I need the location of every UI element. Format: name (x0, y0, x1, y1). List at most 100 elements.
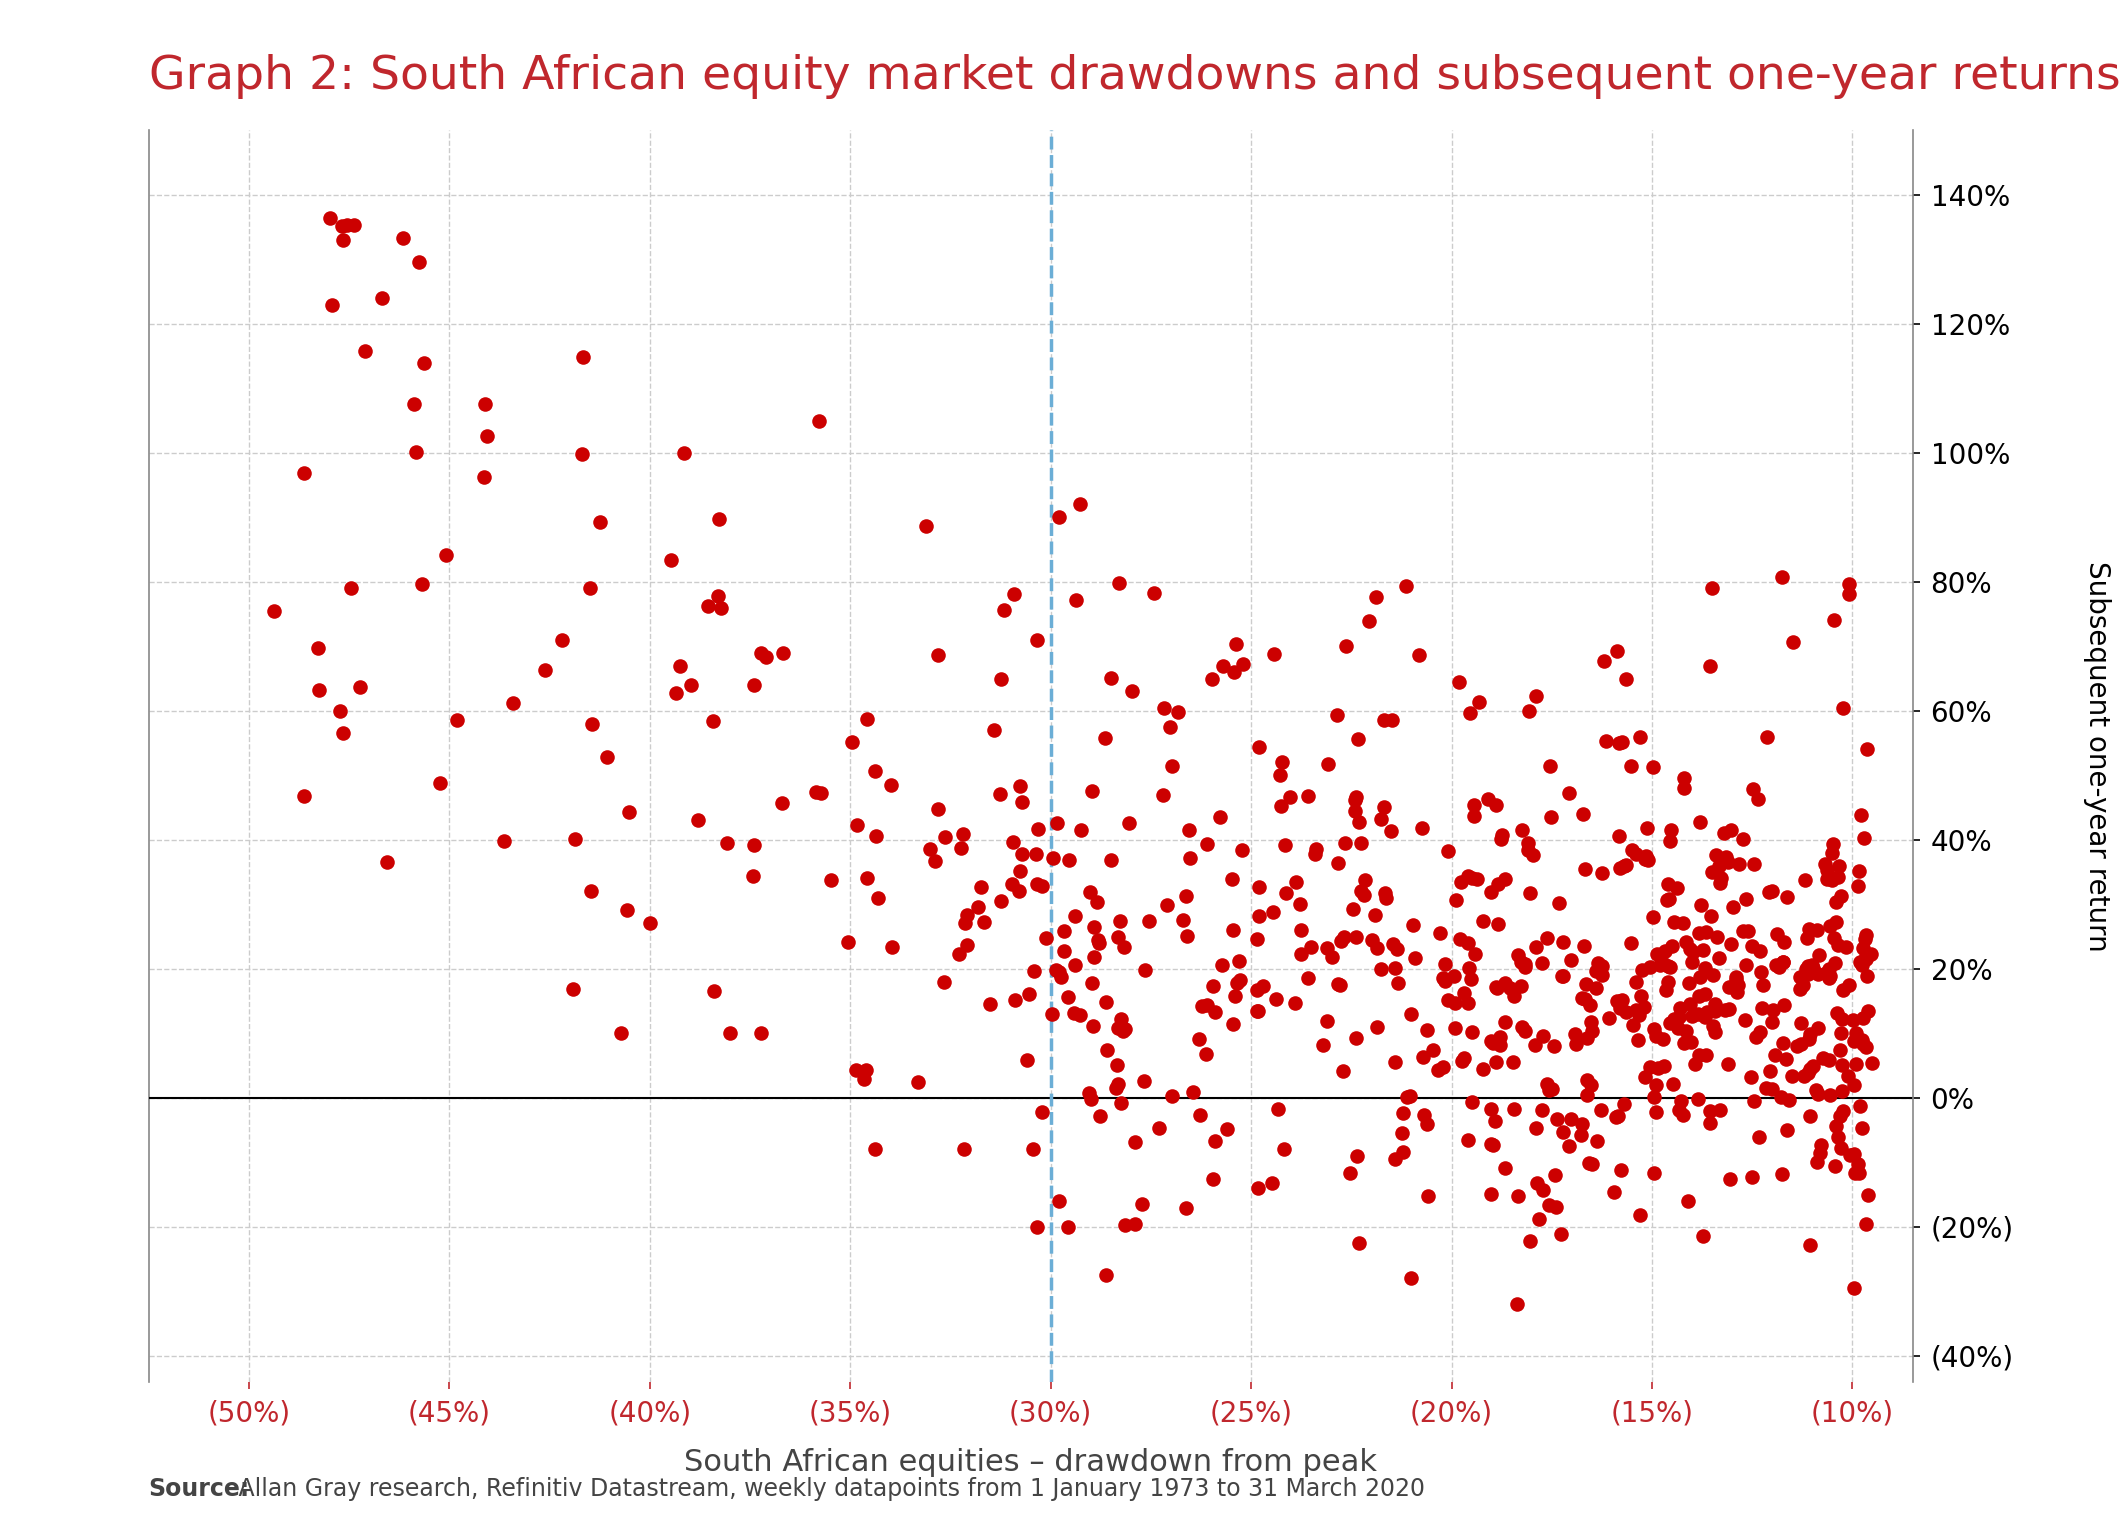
Point (1798, 1078, 1832, 1102)
Point (1109, 1018, 1143, 1042)
Point (1343, 809, 1377, 834)
Point (1794, 1021, 1828, 1045)
Point (1526, 1024, 1560, 1048)
Point (1745, 959, 1779, 984)
Point (1836, 1007, 1870, 1032)
Point (1099, 1076, 1133, 1101)
Point (1615, 838, 1649, 863)
Point (1216, 918, 1250, 942)
Point (1789, 958, 1823, 982)
Point (1785, 1032, 1819, 1056)
Point (1685, 938, 1719, 962)
Point (1825, 1079, 1859, 1104)
Point (1606, 853, 1640, 878)
Point (1774, 1064, 1808, 1088)
Point (1638, 1084, 1672, 1108)
Point (1041, 505, 1075, 530)
Point (1402, 643, 1436, 668)
Point (1173, 846, 1207, 870)
Point (1840, 1151, 1874, 1176)
Point (901, 1070, 935, 1094)
Point (1460, 866, 1494, 890)
Point (1600, 1104, 1634, 1128)
Point (1509, 1019, 1543, 1044)
Point (1647, 952, 1681, 976)
Point (1821, 853, 1855, 878)
Point (946, 1137, 980, 1162)
Point (1216, 1012, 1250, 1036)
Point (1585, 861, 1619, 886)
Point (1604, 987, 1638, 1012)
Point (965, 875, 999, 900)
Point (1475, 1030, 1509, 1055)
Point (1224, 967, 1258, 992)
Point (1715, 818, 1749, 843)
Point (1755, 998, 1789, 1022)
Point (1738, 1024, 1772, 1048)
Point (1638, 1073, 1672, 1098)
Point (423, 771, 457, 795)
Point (1105, 1019, 1139, 1044)
Point (1028, 926, 1062, 950)
Point (1309, 1008, 1343, 1033)
Point (850, 866, 884, 890)
Point (1685, 1225, 1719, 1249)
Point (1849, 923, 1883, 947)
Point (1058, 953, 1092, 978)
Point (850, 706, 884, 731)
Point (1124, 1193, 1158, 1217)
Point (1447, 1047, 1481, 1071)
Point (1802, 1016, 1836, 1041)
Point (1815, 867, 1849, 892)
Point (1500, 1183, 1534, 1208)
Point (1817, 608, 1851, 632)
Point (1320, 703, 1354, 728)
Point (1545, 964, 1579, 989)
Point (1553, 947, 1587, 972)
Point (1651, 872, 1685, 896)
Point (1198, 999, 1232, 1024)
Point (1156, 754, 1190, 778)
Text: Allan Gray research, Refinitiv Datastream, weekly datapoints from 1 January 1973: Allan Gray research, Refinitiv Datastrea… (232, 1477, 1424, 1501)
Point (1719, 964, 1753, 989)
Point (1020, 817, 1054, 841)
Point (1590, 728, 1624, 752)
Point (1683, 892, 1717, 916)
Point (1343, 880, 1377, 904)
Point (1500, 942, 1534, 967)
Point (1356, 927, 1390, 952)
Point (1666, 912, 1700, 936)
Point (1451, 932, 1485, 956)
Point (1694, 904, 1728, 929)
Point (1740, 787, 1774, 812)
Point (1298, 843, 1332, 867)
Point (1847, 1005, 1881, 1030)
Point (470, 424, 504, 448)
Point (1791, 955, 1825, 979)
Point (1813, 1082, 1847, 1107)
Point (1504, 973, 1538, 998)
Point (1791, 916, 1825, 941)
Point (1101, 571, 1135, 596)
Point (1226, 652, 1260, 677)
Point (1339, 926, 1373, 950)
Point (1660, 875, 1694, 900)
Point (1035, 846, 1069, 870)
Point (1394, 1266, 1428, 1291)
Point (1211, 1117, 1245, 1142)
Point (1020, 1214, 1054, 1239)
Point (1643, 953, 1677, 978)
Point (1451, 990, 1485, 1015)
Point (803, 781, 837, 806)
Point (1039, 810, 1073, 835)
Point (1836, 1028, 1870, 1053)
Point (1454, 701, 1487, 726)
Point (1825, 1099, 1859, 1124)
Point (1220, 972, 1254, 996)
Point (1624, 1202, 1658, 1226)
Point (1766, 993, 1800, 1018)
Point (1698, 1019, 1732, 1044)
Point (1062, 1002, 1096, 1027)
Point (654, 548, 688, 573)
Point (1519, 935, 1553, 959)
